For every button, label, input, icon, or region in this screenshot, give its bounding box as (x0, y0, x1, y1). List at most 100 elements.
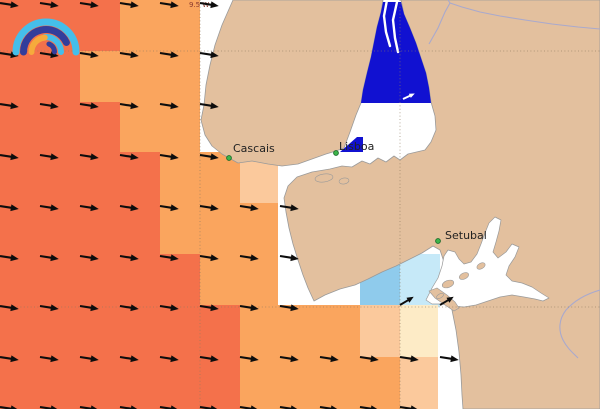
wave-cell-med[interactable] (120, 0, 200, 51)
direction-arrow-shaft (239, 355, 253, 361)
direction-arrow-head (170, 355, 179, 363)
direction-arrow-shaft (39, 304, 53, 310)
sandbank-islet (314, 173, 334, 183)
direction-arrow-head (406, 296, 414, 303)
direction-arrow-head (10, 204, 19, 212)
wave-cell-peach[interactable] (360, 305, 400, 357)
city-dot[interactable] (333, 150, 339, 156)
direction-arrow-head (330, 355, 339, 363)
direction-arrow-head (130, 51, 139, 59)
direction-arrow-shaft (279, 355, 293, 361)
direction-arrow-head (450, 355, 459, 363)
direction-arrow-shaft (159, 204, 173, 210)
wave-cell-dark[interactable] (0, 152, 160, 203)
direction-arrow-head (50, 355, 59, 363)
city-marker-lisboa[interactable]: Lisboa (333, 140, 375, 156)
sado-estuary (425, 216, 550, 312)
city-dot[interactable] (226, 155, 232, 161)
wave-cell-dark[interactable] (0, 102, 120, 152)
direction-arrow-head (50, 1, 59, 9)
direction-arrow-shaft (319, 355, 333, 361)
direction-arrow-head (170, 204, 179, 212)
wave-cell-cream[interactable] (400, 305, 438, 357)
direction-arrow-shaft (0, 153, 13, 159)
direction-arrow-head (130, 304, 139, 312)
wave-cell-med[interactable] (80, 51, 200, 102)
wave-cell-med[interactable] (120, 102, 200, 152)
direction-arrow-shaft (79, 102, 93, 108)
city-dot[interactable] (435, 238, 441, 244)
wave-cell-dark[interactable] (0, 203, 160, 254)
direction-arrow-shaft (399, 355, 413, 361)
direction-arrow-head (90, 102, 99, 110)
city-label: Setubal (445, 229, 487, 242)
rainbow-logo-arc (28, 34, 48, 55)
direction-arrow-head (90, 1, 99, 9)
direction-arrow-head (10, 153, 19, 161)
direction-arrow-head (250, 405, 258, 409)
direction-arrow-head (170, 304, 179, 312)
direction-arrow-head (130, 254, 139, 262)
direction-arrow-head (90, 51, 99, 59)
wave-cell-dark[interactable] (0, 51, 80, 102)
direction-arrow-head (90, 355, 99, 363)
wave-cell-dark[interactable] (0, 254, 200, 305)
direction-arrow-head (50, 153, 59, 161)
direction-arrow-head (210, 204, 219, 212)
direction-arrow-shaft (119, 304, 133, 310)
rainbow-logo[interactable] (12, 18, 80, 56)
direction-arrow-shaft (79, 304, 93, 310)
direction-arrow-shaft (199, 254, 213, 260)
wave-cell-peach[interactable] (400, 357, 438, 409)
direction-arrow-shaft (199, 102, 213, 108)
direction-arrow-shaft (399, 298, 410, 306)
direction-arrow-shaft (119, 51, 133, 57)
wave-cell-med[interactable] (240, 357, 400, 409)
direction-arrow-head (130, 405, 138, 409)
estuary-low-wave-cell[interactable] (361, 2, 431, 103)
direction-arrow-shaft (199, 355, 213, 361)
wave-cell-med[interactable] (160, 203, 278, 254)
direction-arrow-shaft (159, 304, 173, 310)
city-marker-setubal[interactable]: Setubal (435, 229, 487, 244)
direction-arrow-head (290, 254, 299, 262)
direction-arrow-head (408, 93, 415, 98)
direction-arrow-shaft (39, 153, 53, 159)
direction-arrow-shaft (159, 102, 173, 108)
direction-arrow-shaft (119, 1, 133, 7)
direction-arrow-head (290, 355, 299, 363)
estuary-low-wave-cell[interactable] (340, 137, 363, 152)
wave-cell-dark[interactable] (0, 357, 240, 409)
direction-arrow-head (10, 304, 19, 312)
direction-arrow-head (410, 355, 419, 363)
direction-arrow-shaft (199, 204, 213, 210)
direction-arrow-head (210, 102, 219, 110)
tagus-estuary (340, 0, 431, 152)
city-marker-cascais[interactable]: Cascais (226, 142, 275, 161)
wave-cell-med[interactable] (240, 305, 360, 357)
direction-arrow-shaft (79, 254, 93, 260)
direction-arrow-head (90, 304, 99, 312)
direction-arrow-head (210, 51, 219, 59)
wave-cell-dark[interactable] (0, 305, 240, 357)
direction-arrow-shaft (159, 51, 173, 57)
direction-arrow-head (250, 204, 259, 212)
longitude-label: 9.5 W (189, 1, 209, 9)
direction-arrow-head (170, 254, 179, 262)
direction-arrow-head (250, 355, 259, 363)
direction-arrow-head (250, 304, 259, 312)
estuary-island (476, 262, 486, 270)
direction-arrow-shaft (0, 204, 13, 210)
direction-arrow-shaft (279, 304, 293, 310)
direction-arrow-head (370, 405, 378, 409)
direction-arrow-head (130, 1, 139, 9)
direction-arrow-head (290, 304, 299, 312)
wave-cell-med[interactable] (200, 254, 278, 305)
direction-arrow-shaft (119, 204, 133, 210)
direction-arrow-head (170, 153, 179, 161)
direction-arrow-head (210, 1, 219, 9)
direction-arrow-head (10, 405, 18, 409)
direction-arrow-shaft (279, 204, 293, 210)
